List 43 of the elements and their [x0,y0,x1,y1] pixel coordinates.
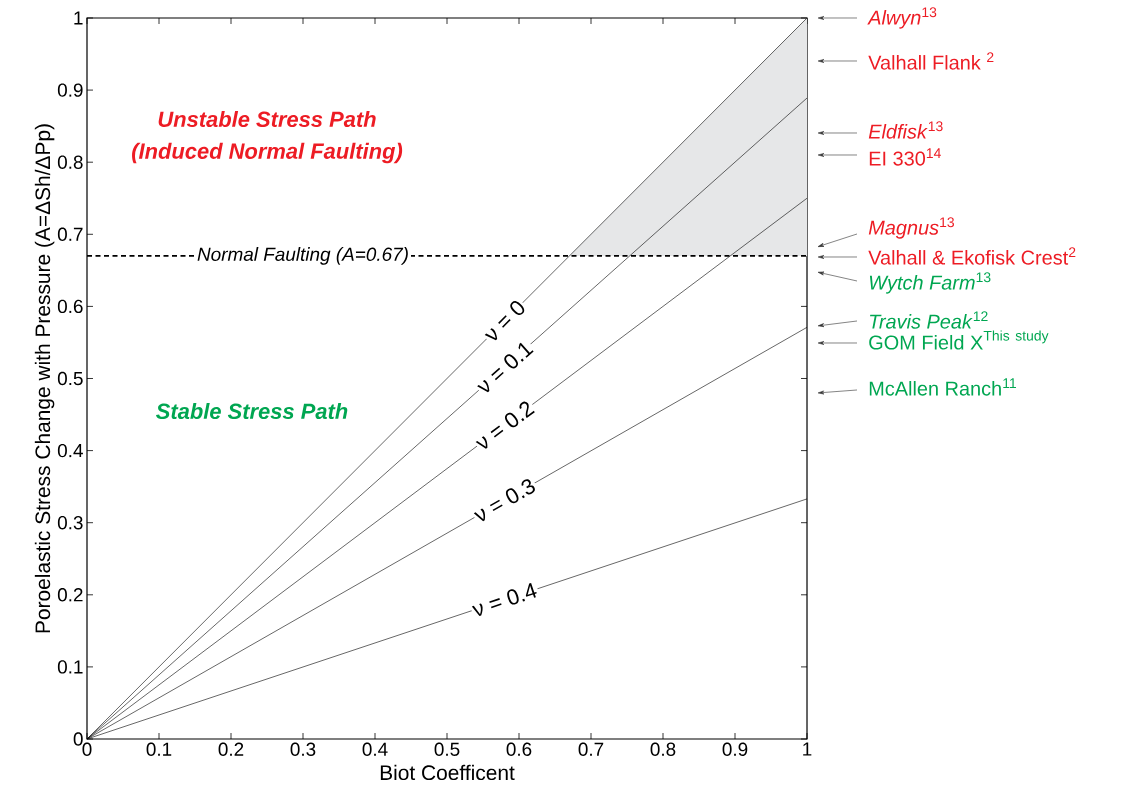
text: Wytch Farm$^{13}$ [869,272,991,294]
ref-line-label: Normal Faulting (A=0.67) [197,247,408,265]
text: Valhall Flank $^{2}$ [868,52,994,70]
y-tick-label: 0.6 [57,299,83,314]
text: ν = 0.2 [475,401,535,449]
text: ν = 0.1 [477,342,534,393]
x-tick-label: 0.3 [290,742,316,756]
text: Travis Peak$^{12}$ [870,311,988,329]
text: Valhall & Ekofisk Crest$^{2}$ [868,247,1076,265]
x-axis-title: Biot Coefficent [380,764,515,781]
x-tick-label: 0.5 [434,742,460,756]
y-tick-label: 0.4 [57,443,83,458]
text: ν = 0.3 [473,479,535,522]
annotation: Unstable Stress Path [158,110,376,128]
x-tick-label: 0 [82,742,92,756]
text: ν = 0.4 [471,582,537,617]
text: Magnus$^{13}$ [868,217,954,239]
y-tick-label: 0.7 [57,227,83,241]
text: Alwyn$^{13}$ [867,7,937,29]
annotation: (Induced Normal Faulting) [132,142,403,164]
y-tick-label: 0.5 [57,371,83,386]
x-tick-label: 0.1 [146,742,172,756]
text: $\mathrm{GOM\ Field\ X}^{\mathrm{This\ study}}$ [869,330,1049,350]
y-axis-title: Poroelastic Stress Change with Pressure (A=ΔSh/ΔPp) [34,124,55,633]
x-tick-label: 0.9 [722,742,748,756]
text: ν = 0 [484,301,525,341]
y-tick-label: 0.8 [57,155,83,169]
y-tick-label: 1 [74,11,83,25]
x-tick-label: 1 [803,742,812,756]
y-tick-label: 0.2 [57,588,83,602]
x-tick-label: 0.6 [506,742,532,756]
text: McAllen Ranch$^{11}$ [869,378,1017,396]
y-tick-label: 0 [73,732,83,746]
y-tick-label: 0.9 [57,83,83,97]
text: Eldfisk$^{13}$ [868,121,943,139]
x-tick-label: 0.4 [362,742,388,756]
y-tick-label: 0.3 [57,515,83,530]
x-tick-label: 0.8 [650,742,676,756]
x-tick-label: 0.7 [578,742,604,756]
text: EI 330$^{14}$ [869,148,941,166]
x-tick-label: 0.2 [218,742,244,756]
y-tick-label: 0.1 [57,660,83,674]
annotation: Stable Stress Path [156,402,348,420]
